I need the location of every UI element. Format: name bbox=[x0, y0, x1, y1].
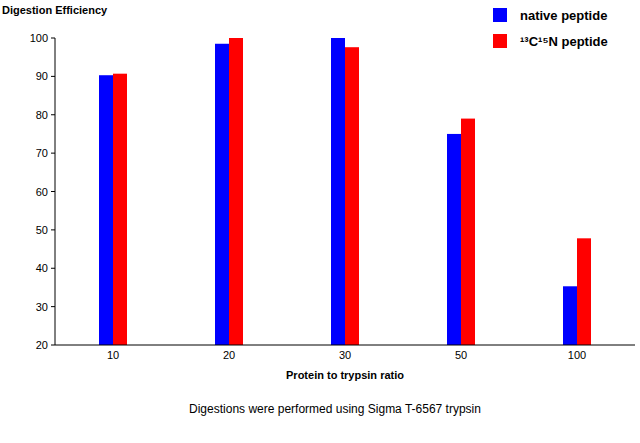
bar bbox=[577, 238, 591, 345]
caption: Digestions were performed using Sigma T-… bbox=[189, 402, 481, 416]
y-tick bbox=[51, 229, 55, 230]
bar bbox=[563, 286, 577, 345]
x-tick-label: 100 bbox=[568, 349, 586, 361]
bar bbox=[99, 75, 113, 345]
y-tick bbox=[51, 114, 55, 115]
y-tick bbox=[51, 191, 55, 192]
y-tick-label: 20 bbox=[36, 339, 48, 351]
legend-label: ¹³C¹⁵N peptide bbox=[520, 34, 608, 49]
y-tick-label: 90 bbox=[36, 70, 48, 82]
y-tick-label: 70 bbox=[36, 147, 48, 159]
chart-container: Digestion Efficiency 20 30 40 50 60 70 80 90 100 1… bbox=[0, 0, 640, 443]
bar bbox=[229, 38, 243, 345]
y-axis bbox=[55, 38, 56, 345]
y-tick-label: 40 bbox=[36, 262, 48, 274]
bar bbox=[215, 44, 229, 345]
chart: Digestion Efficiency 20 30 40 50 60 70 80 90 100 1… bbox=[0, 0, 640, 443]
y-tick bbox=[51, 153, 55, 154]
y-tick-label: 60 bbox=[36, 186, 48, 198]
bar bbox=[345, 47, 359, 345]
legend-swatch bbox=[493, 8, 507, 22]
legend-swatch bbox=[493, 34, 507, 48]
x-axis bbox=[55, 345, 635, 346]
y-axis-label: Digestion Efficiency bbox=[2, 4, 108, 16]
x-tick-label: 20 bbox=[223, 349, 235, 361]
y-tick bbox=[51, 76, 55, 77]
bar bbox=[461, 119, 475, 345]
bar bbox=[113, 74, 127, 345]
legend: native peptide ¹³C¹⁵N peptide bbox=[493, 8, 608, 49]
bars bbox=[99, 38, 591, 345]
x-axis-label: Protein to trypsin ratio bbox=[286, 369, 404, 381]
y-tick bbox=[51, 306, 55, 307]
x-tick-label: 10 bbox=[107, 349, 119, 361]
bar bbox=[331, 38, 345, 345]
legend-label: native peptide bbox=[520, 8, 607, 23]
y-tick-label: 30 bbox=[36, 301, 48, 313]
y-tick-label: 100 bbox=[30, 32, 48, 44]
x-tick-label: 50 bbox=[455, 349, 467, 361]
y-tick bbox=[51, 345, 55, 346]
x-tick-label: 30 bbox=[339, 349, 351, 361]
y-tick bbox=[51, 38, 55, 39]
y-tick bbox=[51, 268, 55, 269]
y-tick-label: 80 bbox=[36, 109, 48, 121]
bar bbox=[447, 134, 461, 345]
y-tick-label: 50 bbox=[36, 224, 48, 236]
